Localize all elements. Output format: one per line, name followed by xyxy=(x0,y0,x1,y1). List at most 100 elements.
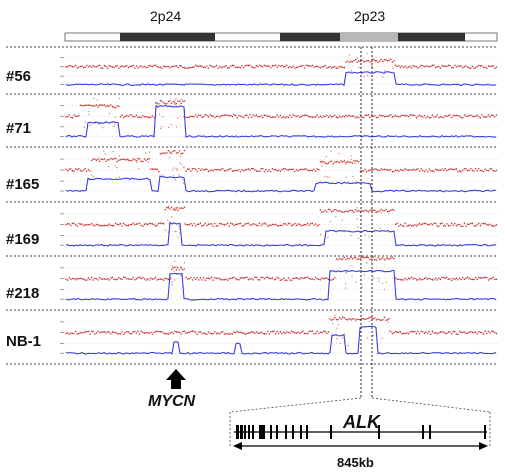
copy-number-point xyxy=(90,66,93,69)
copy-number-point xyxy=(454,222,456,225)
outlier-point xyxy=(176,206,179,209)
ideogram-band-2 xyxy=(340,33,398,41)
copy-number-point xyxy=(390,330,392,333)
copy-number-point xyxy=(465,115,467,117)
copy-number-point xyxy=(278,332,280,335)
copy-number-point xyxy=(164,103,166,105)
copy-number-point xyxy=(316,65,318,68)
copy-number-point xyxy=(265,223,267,225)
copy-number-point xyxy=(263,64,266,67)
outlier-point xyxy=(118,155,121,157)
outlier-point xyxy=(171,265,173,267)
copy-number-trace xyxy=(65,325,497,355)
copy-number-point xyxy=(366,170,368,173)
copy-number-point xyxy=(287,66,290,69)
copy-number-point xyxy=(454,330,456,333)
scale-arrowhead-left xyxy=(233,442,242,450)
copy-number-point xyxy=(156,279,158,281)
copy-number-point xyxy=(164,208,166,211)
copy-number-point xyxy=(338,257,341,260)
copy-number-point xyxy=(86,330,88,333)
copy-number-point xyxy=(319,331,322,333)
copy-number-point xyxy=(394,114,397,117)
outlier-point xyxy=(352,176,354,178)
copy-number-point xyxy=(434,277,437,279)
copy-number-point xyxy=(242,169,245,172)
copy-number-point xyxy=(106,159,109,161)
copy-number-point xyxy=(193,167,195,170)
copy-number-point xyxy=(414,330,416,333)
copy-number-point xyxy=(142,115,144,117)
sample-label-71: #71 xyxy=(6,120,32,137)
copy-number-point xyxy=(474,225,477,227)
copy-number-point xyxy=(257,225,259,227)
copy-number-point xyxy=(226,279,229,281)
ideogram-band-3 xyxy=(398,33,465,41)
copy-number-point xyxy=(351,162,354,164)
copy-number-point xyxy=(265,276,267,279)
copy-number-point xyxy=(297,66,299,68)
outlier-point xyxy=(160,152,162,154)
outlier-point xyxy=(371,261,373,264)
copy-number-point xyxy=(292,277,294,280)
copy-number-point xyxy=(145,223,147,225)
outlier-point xyxy=(167,219,169,221)
copy-number-point xyxy=(284,332,286,334)
outlier-point xyxy=(156,104,158,106)
copy-number-point xyxy=(398,64,400,67)
copy-number-point xyxy=(450,222,453,225)
copy-number-point xyxy=(266,170,269,173)
copy-number-point xyxy=(490,277,493,280)
copy-number-point xyxy=(100,224,102,227)
copy-number-point xyxy=(252,279,254,281)
copy-number-point xyxy=(457,170,459,173)
copy-number-point xyxy=(431,279,434,281)
copy-number-point xyxy=(310,330,312,332)
copy-number-point xyxy=(390,58,392,60)
outlier-point xyxy=(351,275,353,277)
copy-number-point xyxy=(465,225,467,227)
copy-number-point xyxy=(204,279,206,281)
copy-number-point xyxy=(494,116,496,118)
copy-number-point xyxy=(111,276,114,279)
copy-number-point xyxy=(150,222,152,225)
mycn-gene-label: MYCN xyxy=(148,393,196,410)
copy-number-point xyxy=(378,60,381,62)
copy-number-point xyxy=(446,65,448,68)
copy-number-point xyxy=(332,115,334,118)
copy-number-point xyxy=(169,67,171,69)
copy-number-point xyxy=(343,160,346,162)
copy-number-point xyxy=(87,65,90,68)
copy-number-point xyxy=(100,104,102,106)
copy-number-point xyxy=(210,276,213,279)
copy-number-point xyxy=(238,66,240,69)
copy-number-point xyxy=(313,116,315,118)
copy-number-point xyxy=(487,279,490,281)
copy-number-point xyxy=(407,224,410,227)
copy-number-point xyxy=(322,161,325,163)
copy-number-point xyxy=(450,116,453,119)
copy-number-point xyxy=(76,277,78,280)
copy-number-point xyxy=(489,115,491,118)
outlier-point xyxy=(127,159,129,161)
copy-number-point xyxy=(330,319,333,321)
copy-number-point xyxy=(303,332,306,335)
outlier-point xyxy=(358,66,360,69)
copy-number-point xyxy=(382,209,384,212)
copy-number-point xyxy=(78,222,80,225)
outlier-point xyxy=(88,110,90,113)
copy-number-point xyxy=(313,278,315,281)
copy-number-point xyxy=(457,65,459,67)
alk-exon-7 xyxy=(276,425,278,439)
copy-number-point xyxy=(418,170,421,173)
copy-number-point xyxy=(372,318,374,320)
copy-number-point xyxy=(343,66,346,69)
outlier-point xyxy=(171,281,173,283)
copy-number-point xyxy=(471,169,474,171)
copy-number-point xyxy=(148,116,150,119)
copy-number-point xyxy=(454,115,456,117)
copy-number-point xyxy=(295,277,298,279)
copy-number-point xyxy=(289,65,291,68)
copy-number-point xyxy=(204,332,206,335)
copy-number-point xyxy=(249,278,251,280)
